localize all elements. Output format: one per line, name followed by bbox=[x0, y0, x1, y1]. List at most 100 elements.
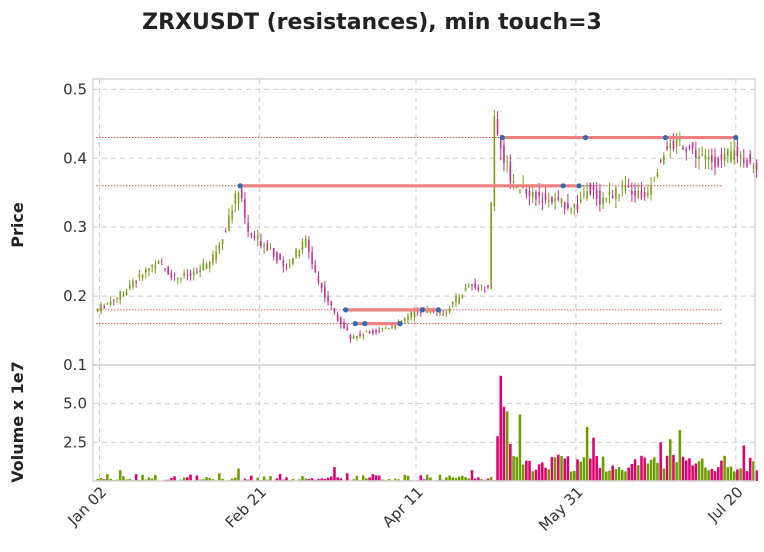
volume-bar bbox=[550, 457, 554, 481]
candle-body bbox=[256, 235, 259, 240]
volume-bar bbox=[147, 477, 151, 481]
touch-point bbox=[582, 134, 589, 141]
candle-body bbox=[388, 328, 390, 330]
volume-bar bbox=[365, 478, 368, 481]
volume-bar bbox=[547, 469, 551, 481]
price-tick-label: 0.5 bbox=[63, 80, 87, 98]
candle-body bbox=[445, 312, 448, 314]
volume-bar bbox=[186, 477, 189, 481]
candle-body bbox=[157, 261, 160, 264]
price-axis-label: Price bbox=[8, 202, 27, 248]
volume-bar bbox=[688, 458, 691, 481]
candle-body bbox=[208, 261, 211, 268]
volume-bar bbox=[541, 462, 544, 481]
volume-bar bbox=[377, 475, 381, 481]
volume-bar bbox=[470, 470, 474, 481]
candle-body bbox=[512, 180, 515, 183]
volume-bar bbox=[662, 468, 666, 481]
volume-bar bbox=[576, 459, 579, 481]
candle-body bbox=[672, 140, 675, 149]
touch-point bbox=[362, 321, 368, 327]
volume-tick-label: 5.0 bbox=[63, 395, 87, 413]
candle-body bbox=[656, 172, 659, 177]
candle-body bbox=[576, 204, 579, 210]
candle-body bbox=[269, 247, 272, 249]
volume-bar bbox=[745, 471, 749, 481]
candle-body bbox=[557, 197, 560, 200]
volume-bar bbox=[422, 479, 426, 481]
candle-body bbox=[743, 159, 745, 164]
candle-body bbox=[464, 287, 467, 291]
candle-body bbox=[698, 156, 700, 159]
volume-bar bbox=[579, 461, 582, 481]
candle-body bbox=[410, 312, 413, 318]
touch-point bbox=[352, 321, 358, 327]
volume-bar bbox=[560, 455, 563, 481]
candle-body bbox=[707, 157, 710, 160]
x-tick-label: May 31 bbox=[535, 483, 587, 535]
volume-bar bbox=[393, 478, 397, 481]
candle-body bbox=[631, 191, 633, 196]
volume-bar bbox=[368, 477, 371, 481]
volume-bar bbox=[371, 474, 375, 481]
volume-bar bbox=[425, 474, 429, 481]
candle-body bbox=[180, 277, 182, 280]
x-tick-label: Jan 02 bbox=[64, 483, 111, 530]
volume-bar bbox=[486, 478, 490, 481]
candle-body bbox=[372, 329, 374, 334]
volume-bar bbox=[256, 477, 259, 481]
candle-body bbox=[650, 185, 652, 195]
candle-body bbox=[336, 314, 339, 321]
candle-body bbox=[352, 336, 355, 339]
volume-bar bbox=[275, 478, 279, 481]
candle-body bbox=[611, 195, 614, 198]
candle-body bbox=[164, 268, 166, 270]
volume-bar bbox=[624, 471, 627, 481]
candle-body bbox=[148, 268, 150, 271]
volume-bar bbox=[598, 468, 602, 481]
candle-body bbox=[288, 263, 291, 265]
volume-bar bbox=[218, 473, 221, 481]
volume-bar bbox=[512, 456, 515, 481]
candle-body bbox=[573, 203, 576, 208]
candle-body bbox=[215, 251, 217, 260]
candle-body bbox=[432, 311, 435, 313]
candle-body bbox=[301, 241, 304, 251]
candle-body bbox=[490, 203, 492, 289]
volume-bar bbox=[154, 474, 157, 481]
candle-body bbox=[368, 331, 371, 334]
candle-body bbox=[314, 265, 317, 273]
price-gridlines bbox=[93, 79, 755, 366]
candle-body bbox=[407, 315, 409, 320]
touch-point bbox=[662, 134, 669, 141]
candle-body bbox=[653, 179, 656, 181]
candle-body bbox=[714, 157, 716, 168]
volume-bar bbox=[736, 469, 739, 481]
candle-body bbox=[503, 145, 505, 163]
volume-bar bbox=[691, 465, 694, 481]
volume-bar bbox=[243, 478, 247, 481]
volume-bar bbox=[729, 466, 733, 481]
volume-bar bbox=[656, 462, 659, 481]
volume-bar bbox=[544, 467, 547, 481]
candle-body bbox=[240, 188, 243, 199]
volume-bar bbox=[566, 456, 570, 481]
candle-body bbox=[247, 223, 249, 232]
candle-body bbox=[356, 335, 358, 339]
volume-bar bbox=[310, 478, 314, 481]
candle-body bbox=[173, 274, 176, 276]
candle-body bbox=[260, 240, 262, 246]
candle-body bbox=[599, 190, 601, 205]
candle-body bbox=[483, 290, 486, 293]
candle-body bbox=[586, 191, 588, 199]
volume-bar bbox=[589, 458, 592, 481]
candle-body bbox=[691, 142, 694, 149]
volume-bar bbox=[608, 470, 611, 481]
candle-body bbox=[688, 145, 691, 149]
candle-body bbox=[295, 248, 297, 257]
candle-body bbox=[116, 297, 118, 299]
volume-bar bbox=[505, 411, 509, 481]
candle-body bbox=[285, 267, 288, 269]
candle-body bbox=[733, 149, 736, 161]
